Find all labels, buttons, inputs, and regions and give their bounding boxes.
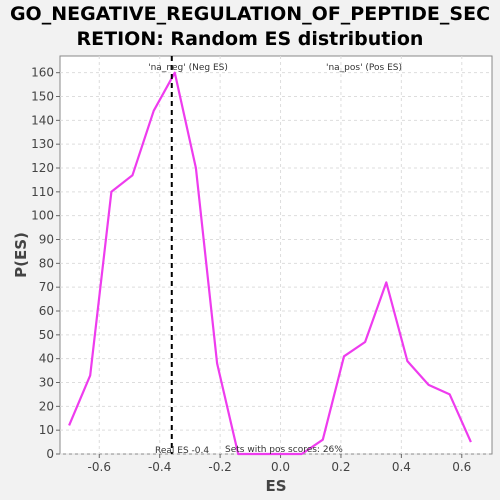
pos-scores-label: Sets with pos scores: 26% (225, 445, 343, 455)
y-tick-label: 30 (39, 376, 54, 390)
y-tick-label: 40 (39, 352, 54, 366)
y-tick-label: 10 (39, 423, 54, 437)
chart-title: GO_NEGATIVE_REGULATION_OF_PEPTIDE_SEC RE… (9, 3, 491, 50)
x-tick-label: 0.0 (271, 460, 290, 474)
y-tick-label: 20 (39, 399, 54, 413)
pos-es-label: 'na_pos' (Pos ES) (326, 63, 402, 73)
y-tick-label: 160 (31, 66, 54, 80)
neg-es-label: 'na_neg' (Neg ES) (148, 63, 228, 73)
real-es-label: Real ES -0.4 (155, 446, 209, 456)
x-tick-label: -0.4 (148, 460, 171, 474)
x-tick-label: 0.2 (331, 460, 350, 474)
y-tick-label: 0 (46, 447, 54, 461)
y-axis-title: P(ES) (12, 232, 30, 278)
y-tick-label: 130 (31, 137, 54, 151)
y-tick-label: 80 (39, 256, 54, 270)
plot-area (59, 55, 493, 455)
axis-ticks: 0 10 20 30 40 50 60 70 80 90 100 110 120 130 140 150 160… (31, 66, 471, 474)
y-tick-label: 70 (39, 280, 54, 294)
y-tick-label: 140 (31, 113, 54, 127)
y-tick-label: 90 (39, 233, 54, 247)
x-tick-label: 0.4 (392, 460, 411, 474)
x-tick-label: -0.2 (208, 460, 231, 474)
y-tick-label: 50 (39, 328, 54, 342)
y-tick-label: 60 (39, 304, 54, 318)
y-tick-label: 120 (31, 161, 54, 175)
x-tick-label: 0.6 (452, 460, 471, 474)
x-axis-title: ES (265, 477, 286, 495)
y-tick-label: 100 (31, 209, 54, 223)
x-tick-label: -0.6 (88, 460, 111, 474)
series-layer (68, 71, 472, 456)
grid (60, 56, 492, 455)
y-tick-label: 110 (31, 185, 54, 199)
es-distribution-line (68, 71, 472, 456)
y-tick-label: 150 (31, 90, 54, 104)
